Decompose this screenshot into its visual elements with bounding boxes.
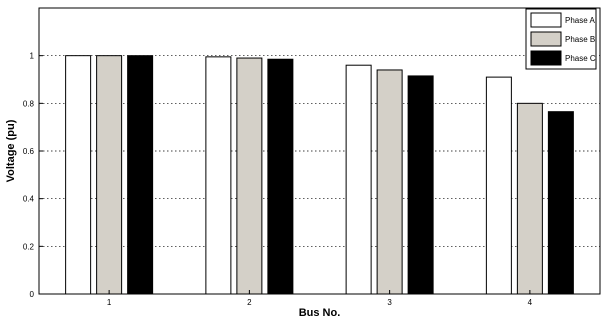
tick-layer: 0 0.2 0.4 0.6 0.8 1 1 2 3 4 — [23, 52, 533, 307]
legend-label: Phase A — [565, 16, 595, 25]
x-tick-label: 1 — [107, 298, 112, 307]
bar-phase-b — [96, 55, 123, 295]
bar-phase-c — [127, 55, 154, 295]
y-tick-label: 0.6 — [23, 147, 35, 156]
bar-phase-c — [267, 58, 294, 295]
bar-phase-a — [65, 55, 92, 295]
legend-label: Phase B — [565, 35, 595, 44]
bar-phase-c — [407, 75, 434, 295]
y-axis-label: Voltage (pu) — [5, 119, 17, 182]
x-axis-label: Bus No. — [299, 307, 341, 319]
y-tick-label: 0.8 — [23, 99, 35, 108]
bar-phase-b — [516, 102, 543, 295]
bar-phase-a — [485, 76, 512, 295]
bar-phase-b — [236, 57, 263, 295]
grid-lines — [39, 55, 600, 247]
x-tick-label: 3 — [387, 298, 392, 307]
x-tick-label: 2 — [247, 298, 252, 307]
y-tick-label: 0 — [30, 290, 35, 299]
legend-swatch — [530, 12, 562, 28]
y-tick-label: 0.4 — [23, 195, 35, 204]
legend-swatch — [530, 31, 562, 47]
bar-phase-a — [345, 64, 372, 295]
y-tick-label: 1 — [30, 52, 35, 61]
y-tick-label: 0.2 — [23, 242, 35, 251]
legend-label: Phase C — [565, 54, 596, 63]
legend-swatch — [530, 50, 562, 66]
x-tick-label: 4 — [528, 298, 533, 307]
bar-phase-c — [547, 111, 574, 295]
bar-phase-a — [205, 56, 232, 295]
bar-phase-b — [376, 69, 403, 295]
bars-layer — [65, 55, 574, 295]
legend: Phase A Phase B Phase C — [525, 8, 597, 70]
